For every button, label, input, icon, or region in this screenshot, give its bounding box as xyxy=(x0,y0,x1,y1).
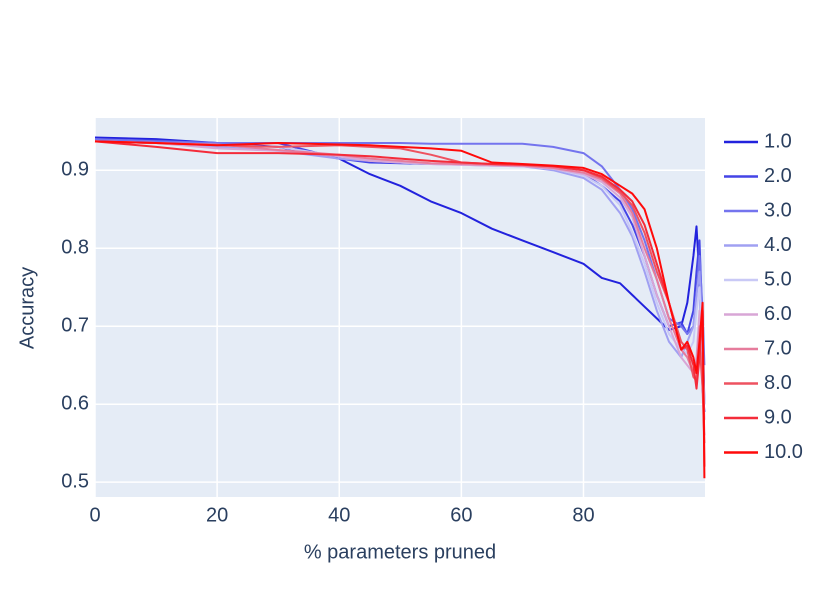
legend-label: 5.0 xyxy=(764,268,792,290)
line-series xyxy=(94,140,706,405)
y-tick-label: 0.8 xyxy=(61,237,89,259)
plot-area xyxy=(95,118,705,497)
legend-label: 3.0 xyxy=(764,199,792,221)
legend-label: 10.0 xyxy=(764,441,803,463)
y-tick-label: 0.5 xyxy=(61,470,89,492)
legend-label: 1.0 xyxy=(764,130,792,152)
x-tick-label: 60 xyxy=(450,504,472,526)
y-tick-label: 0.7 xyxy=(61,314,89,336)
legend-label: 9.0 xyxy=(764,406,792,428)
x-tick-label: 20 xyxy=(206,504,228,526)
x-tick-label: 40 xyxy=(328,504,350,526)
x-tick-label: 0 xyxy=(89,504,100,526)
line-series xyxy=(94,136,706,413)
legend-label: 2.0 xyxy=(764,165,792,187)
legend-label: 7.0 xyxy=(764,337,792,359)
y-axis-title: Accuracy xyxy=(16,267,38,349)
legend-label: 4.0 xyxy=(764,234,792,256)
x-axis-title: % parameters pruned xyxy=(304,541,496,563)
line-series xyxy=(94,140,706,479)
x-tick-label: 80 xyxy=(572,504,594,526)
y-tick-label: 0.6 xyxy=(61,392,89,414)
legend-label: 8.0 xyxy=(764,372,792,394)
legend-label: 6.0 xyxy=(764,303,792,325)
y-tick-label: 0.9 xyxy=(61,159,89,181)
line-series xyxy=(94,140,706,467)
